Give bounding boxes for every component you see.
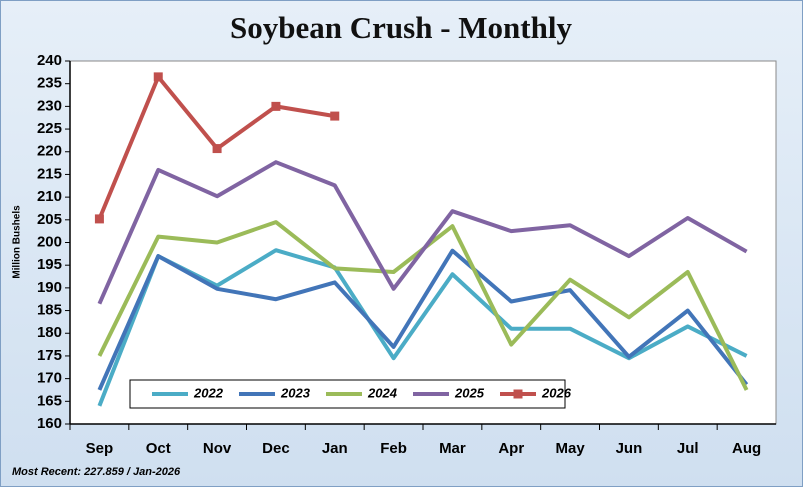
y-tick-label: 215	[37, 165, 62, 182]
legend-label: 2025	[454, 385, 485, 400]
y-tick-label: 190	[37, 279, 62, 296]
marker	[212, 144, 222, 154]
y-tick-label: 200	[37, 233, 62, 250]
chart-title: Soybean Crush - Monthly	[230, 10, 572, 45]
legend-label: 2022	[193, 385, 224, 400]
y-tick-label: 195	[37, 256, 62, 273]
marker	[153, 72, 163, 82]
y-tick-label: 160	[37, 415, 62, 432]
x-tick-label: Apr	[498, 440, 524, 457]
y-tick-label: 220	[37, 143, 62, 160]
line-series	[97, 160, 748, 305]
x-tick-label: Mar	[439, 440, 466, 457]
y-axis-label: Million Bushels	[12, 205, 23, 279]
y-tick-label: 175	[37, 347, 62, 364]
x-tick-label: Jul	[677, 440, 699, 457]
legend-marker	[513, 389, 523, 399]
line-series	[97, 248, 749, 391]
x-tick-label: Jun	[616, 440, 643, 457]
y-tick-label: 185	[37, 302, 62, 319]
line-series	[97, 248, 748, 407]
legend-label: 2023	[280, 385, 311, 400]
y-tick-label: 235	[37, 75, 62, 92]
y-tick-label: 165	[37, 392, 62, 409]
marker	[330, 111, 340, 121]
x-tick-label: Oct	[146, 440, 171, 457]
x-tick-label: Sep	[86, 440, 114, 457]
x-tick-label: Nov	[203, 440, 232, 457]
y-tick-label: 210	[37, 188, 62, 205]
y-tick-label: 180	[37, 324, 62, 341]
y-tick-label: 225	[37, 120, 62, 137]
x-tick-label: Jan	[322, 440, 348, 457]
y-tick-label: 170	[37, 370, 62, 387]
y-tick-label: 205	[37, 211, 62, 228]
x-tick-label: May	[555, 440, 585, 457]
y-tick-label: 240	[37, 52, 62, 69]
marker	[271, 101, 281, 111]
y-tick-label: 230	[37, 97, 62, 114]
annotation: Most Recent: 227.859 / Jan-2026	[12, 466, 181, 478]
legend-label: 2026	[541, 385, 572, 400]
marker	[94, 214, 104, 224]
plot-area	[69, 60, 777, 425]
x-tick-label: Dec	[262, 440, 290, 457]
x-tick-label: Aug	[732, 440, 761, 457]
x-tick-label: Feb	[380, 440, 407, 457]
legend-label: 2024	[367, 385, 398, 400]
